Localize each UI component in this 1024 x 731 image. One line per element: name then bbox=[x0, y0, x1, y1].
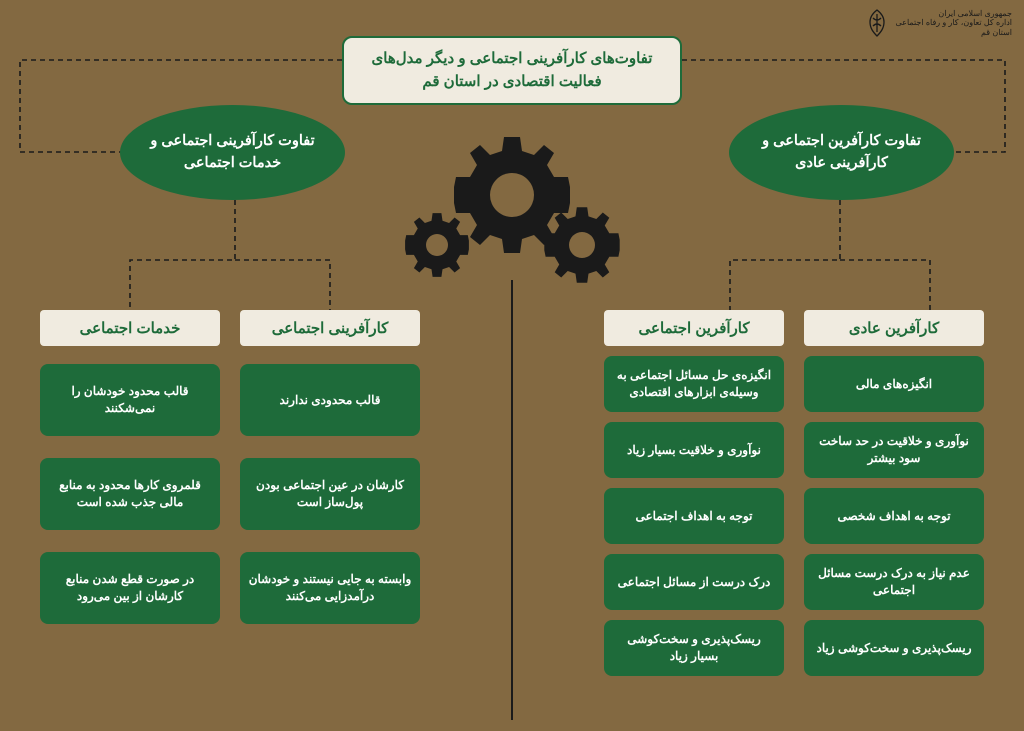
oval-left: تفاوت کارآفرینی اجتماعی و خدمات اجتماعی bbox=[120, 105, 345, 200]
main-title: تفاوت‌های کارآفرینی اجتماعی و دیگر مدل‌ه… bbox=[342, 36, 682, 105]
gears-icon bbox=[387, 115, 637, 295]
oval-right-text: تفاوت کارآفرین اجتماعی و کارآفرینی عادی bbox=[751, 131, 932, 175]
oval-left-text: تفاوت کارآفرینی اجتماعی و خدمات اجتماعی bbox=[142, 131, 323, 175]
oval-right: تفاوت کارآفرین اجتماعی و کارآفرینی عادی bbox=[729, 105, 954, 200]
